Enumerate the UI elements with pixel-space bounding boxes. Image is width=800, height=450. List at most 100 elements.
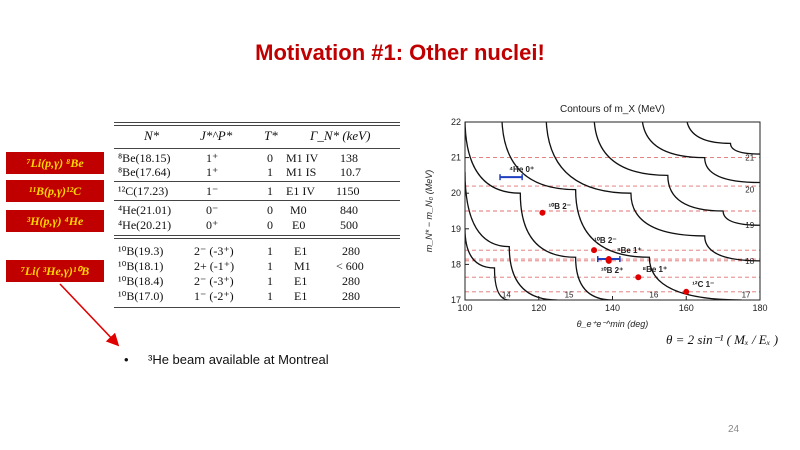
table-cell: 1 [267, 244, 273, 258]
table-cell: E0 [292, 218, 306, 232]
contour-curve [593, 122, 760, 226]
table-cell: 1 [267, 184, 273, 198]
table-cell: 1 [267, 274, 273, 288]
contour-label: 20 [745, 186, 754, 195]
table-cell: E1 [294, 289, 308, 303]
table-cell: 0⁺ [206, 218, 219, 232]
table-cell: ⁸Be(18.15) [118, 151, 171, 165]
table-cell: ¹⁰B(19.3) [118, 244, 164, 258]
contour-curve [641, 122, 760, 184]
y-tick-label: 19 [451, 224, 461, 234]
table-header-jp: J*^P* [200, 128, 233, 143]
reaction-label-b11-pgamma: ¹¹B(p,γ)¹²C [6, 180, 104, 202]
bullet-dot: • [124, 352, 129, 367]
y-tick-label: 18 [451, 259, 461, 269]
data-point-label: ⁸Be 1⁺ [642, 265, 667, 274]
table-cell: 0 [267, 218, 273, 232]
contour-curve [501, 122, 742, 300]
data-point [683, 288, 690, 295]
data-point-label: ¹⁰B 2⁺ [601, 266, 624, 275]
table-cell: ⁴He(21.01) [118, 203, 172, 217]
table-cell: E1 [294, 274, 308, 288]
data-point-label: ¹⁰B 2⁻ [548, 202, 571, 211]
table-cell: 0 [267, 203, 273, 217]
table-cell: 0⁻ [206, 203, 219, 217]
bullet-text: ³He beam available at Montreal [148, 352, 329, 367]
table-cell: ¹⁰B(18.4) [118, 274, 164, 288]
table-cell: 1150 [336, 184, 360, 198]
table-cell: 1⁻ (-2⁺) [194, 289, 234, 303]
page-number: 24 [728, 424, 740, 435]
contour-label: 21 [745, 154, 754, 163]
slide-title: Motivation #1: Other nuclei! [255, 40, 545, 65]
data-point [635, 274, 642, 281]
reaction-label-li7-pgamma: ⁷Li(p,γ) ⁸Be [6, 152, 104, 174]
table-cell: M1 IS [286, 165, 317, 179]
table-cell: 2⁻ (-3⁺) [194, 274, 234, 288]
data-point-label: ¹⁰B 2⁻ [594, 236, 617, 245]
table-header-t: T* [264, 128, 278, 143]
table-cell: E1 IV [286, 184, 315, 198]
data-point-label: ⁸Be 1⁺ [617, 246, 642, 255]
table-cell: 840 [340, 203, 358, 217]
data-point-label: ¹²C 1⁻ [692, 280, 714, 289]
table-cell: ¹⁰B(18.1) [118, 259, 164, 273]
table-cell: M1 [294, 259, 311, 273]
error-bar-label: ⁴He 0⁺ [509, 165, 534, 174]
y-tick-label: 21 [451, 153, 461, 163]
table-cell: M0 [290, 203, 307, 217]
reaction-label-li7-he3gamma: ⁷Li( ³He,γ)¹⁰B [6, 260, 104, 282]
y-tick-label: 22 [451, 117, 461, 127]
table-cell: 1⁻ [206, 184, 219, 198]
contour-label: 16 [649, 291, 658, 300]
table-cell: 1⁺ [206, 165, 219, 179]
table-cell: 1⁺ [206, 151, 219, 165]
table-cell: E1 [294, 244, 308, 258]
x-tick-label: 120 [531, 303, 546, 313]
table-cell: 280 [342, 289, 360, 303]
table-cell: 2+ (-1⁺) [194, 259, 235, 273]
x-tick-label: 140 [605, 303, 620, 313]
x-axis-label: θ_e⁺e⁻^min (deg) [577, 319, 649, 329]
table-header-width: Γ_N* (keV) [310, 128, 371, 143]
table-cell: 10.7 [340, 165, 361, 179]
contour-chart: Contours of m_X (MeV) 14 15 16 17 18 19 20 21 100… [424, 104, 768, 329]
table-cell: 280 [342, 244, 360, 258]
chart-title: Contours of m_X (MeV) [560, 104, 665, 115]
table-cell: 2⁻ (-3⁺) [194, 244, 234, 258]
x-tick-label: 100 [457, 303, 472, 313]
contour-curve [465, 171, 558, 300]
table-cell: 1 [267, 259, 273, 273]
table-cell: ¹²C(17.23) [118, 184, 169, 198]
table-header-state: N* [144, 128, 160, 143]
data-point [605, 257, 612, 264]
y-axis-label: m_N* − m_N₀ (MeV) [424, 170, 434, 253]
contour-label: 17 [742, 291, 751, 300]
data-point [539, 209, 546, 216]
contour-curve [686, 122, 760, 155]
table-cell: < 600 [336, 259, 364, 273]
table-cell: 0 [267, 151, 273, 165]
theta-formula: θ = 2 sin⁻¹ ( Mₓ / Eₓ ) [666, 332, 779, 347]
x-tick-label: 180 [752, 303, 767, 313]
table-cell: ⁸Be(17.64) [118, 165, 171, 179]
table-cell: 138 [340, 151, 358, 165]
y-tick-label: 17 [451, 295, 461, 305]
contour-label: 15 [565, 291, 574, 300]
contour-lines [465, 122, 760, 300]
table-cell: ¹⁰B(17.0) [118, 289, 164, 303]
x-tick-label: 160 [679, 303, 694, 313]
contour-curve [545, 122, 760, 262]
contour-label: 19 [745, 221, 754, 230]
table-cell: 1 [267, 289, 273, 303]
table-cell: 500 [340, 218, 358, 232]
reaction-label-h3-pgamma: ³H(p,γ) ⁴He [6, 210, 104, 232]
table-cell: 280 [342, 274, 360, 288]
table-cell: M1 IV [286, 151, 319, 165]
y-tick-label: 20 [451, 188, 461, 198]
table-cell: 1 [267, 165, 273, 179]
contour-label: 18 [745, 257, 754, 266]
table-cell: ⁴He(20.21) [118, 218, 172, 232]
contour-curve [465, 228, 510, 300]
